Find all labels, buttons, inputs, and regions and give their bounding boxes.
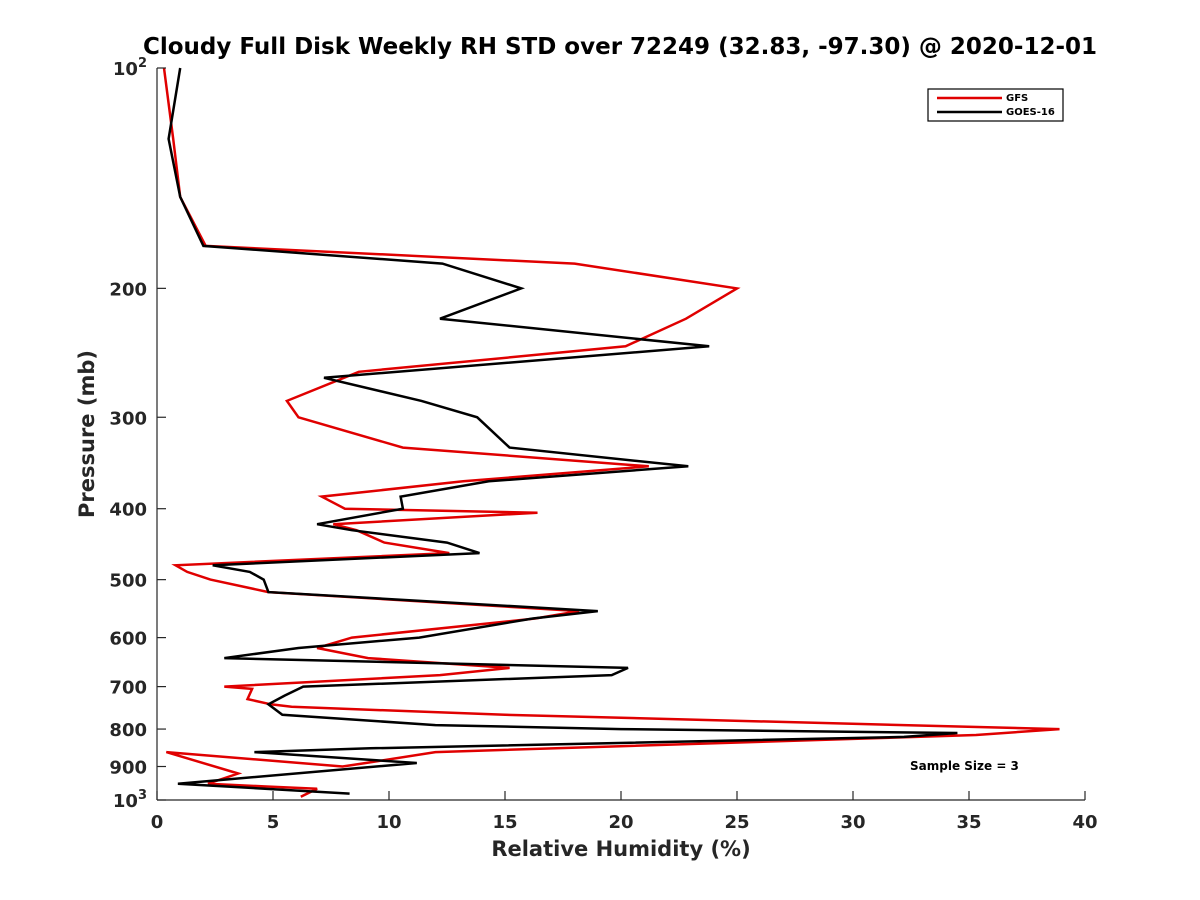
x-tick-label: 15 [492,812,517,833]
x-tick-label: 25 [724,812,749,833]
x-tick-label: 35 [956,812,981,833]
y-tick-label: 600 [109,629,147,650]
chart-title: Cloudy Full Disk Weekly RH STD over 7224… [143,34,1097,60]
x-tick-label: 10 [376,812,401,833]
y-tick-label: 700 [109,678,147,699]
y-tick-label: 900 [109,758,147,779]
series-layer [162,67,1060,798]
x-tick-label: 0 [151,812,164,833]
y-tick-label: 800 [109,720,147,741]
y-tick-label: 300 [109,408,147,429]
x-tick-label: 40 [1072,812,1097,833]
x-tick-label: 30 [840,812,865,833]
series-line-gfs [162,67,1060,798]
x-tick-label: 5 [267,812,280,833]
legend: GFS GOES-16 [927,88,1064,122]
y-tick-label: 500 [109,571,147,592]
series-line-goes16 [167,67,958,795]
y-tick-label: 200 [109,279,147,300]
x-axis-label: Relative Humidity (%) [491,837,750,861]
tick-layer: 0 5 10 15 20 25 30 35 40 102 200 300 400 500 600 700 800… [109,56,1097,833]
sample-size-annotation: Sample Size = 3 [910,759,1019,773]
y-tick-label: 102 [113,56,147,80]
y-tick-label: 103 [113,788,147,812]
y-axis-label: Pressure (mb) [75,350,99,518]
legend-label-goes16: GOES-16 [1006,107,1055,118]
plot-area: 0 5 10 15 20 25 30 35 40 102 200 300 400 500 600 700 800… [109,56,1097,833]
legend-label-gfs: GFS [1006,93,1028,104]
x-tick-label: 20 [608,812,633,833]
y-tick-label: 400 [109,500,147,521]
legend-box [927,88,1064,122]
